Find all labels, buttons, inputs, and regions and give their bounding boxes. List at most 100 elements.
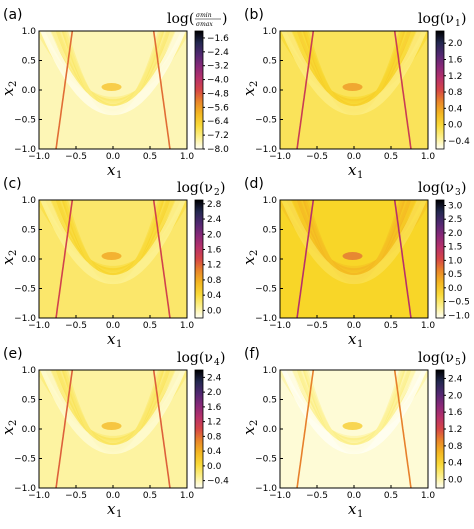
y-tick-label: −0.5 xyxy=(14,116,36,126)
field-valley xyxy=(281,31,427,116)
colorbar-tick-label: 1.2 xyxy=(448,72,462,82)
colorbar-tick-label: 2.0 xyxy=(448,229,463,239)
colorbar-tick-label: 2.0 xyxy=(207,230,222,240)
y-tick-label: 0.0 xyxy=(22,425,37,435)
x-tick-label: −1.0 xyxy=(269,321,291,331)
y-tick-label: 0.0 xyxy=(263,425,278,435)
field-band xyxy=(51,200,175,275)
panel-c: (c)−1.0 −0.5 0.0 0.5 1.01.00.50.0−0.5−1.0x 1x… xyxy=(0,176,225,350)
colorbar-tick-label: 3.0 xyxy=(448,201,463,211)
colorbar-title-denominator: σmax xyxy=(196,21,213,28)
x-tick-label: 0.5 xyxy=(143,321,157,331)
colorbar-tick-label: 1.6 xyxy=(207,403,222,413)
colorbar-tick-label: 0.8 xyxy=(448,442,463,452)
colorbar-tick-label: 1.2 xyxy=(207,418,221,428)
colorbar-title-close: ) xyxy=(220,180,225,196)
x-tick-label: 0.0 xyxy=(347,491,362,501)
x-tick-label: 1.0 xyxy=(180,321,195,331)
colorbar-title: log(ν xyxy=(418,350,454,366)
colorbar-tick-label: −1.0 xyxy=(448,311,470,321)
y-axis-label: x xyxy=(0,426,17,435)
x-axis-label-sub: 1 xyxy=(357,509,363,520)
x-axis-label-sub: 1 xyxy=(357,339,363,350)
y-axis-label-group: x2 xyxy=(0,250,19,265)
colorbar-title-close: ) xyxy=(461,350,466,366)
y-tick-label: −1.0 xyxy=(255,145,277,155)
colorbar-title-close: ) xyxy=(461,180,466,196)
colorbar-tick-label: 1.0 xyxy=(448,256,463,266)
y-tick-label: −1.0 xyxy=(14,314,36,324)
y-tick-label: 1.0 xyxy=(263,27,278,37)
x-tick-label: 0.0 xyxy=(106,491,121,501)
colorbar-title: log(ν xyxy=(418,11,454,27)
x-tick-label: 1.0 xyxy=(421,491,436,501)
field-band xyxy=(296,200,412,277)
field-band xyxy=(292,370,416,445)
heatmap-field xyxy=(39,31,187,149)
panel-label: (b) xyxy=(244,7,264,23)
colorbar-tick-label: 0.4 xyxy=(207,447,222,457)
colorbar-tick-label: 2.0 xyxy=(448,39,463,49)
colorbar-tick-label: 0.0 xyxy=(448,284,463,294)
colorbar-tick-label: 1.5 xyxy=(448,243,462,253)
field-crest-line xyxy=(152,200,171,318)
field-crest-line xyxy=(55,200,74,318)
y-tick-label: −0.5 xyxy=(255,285,277,295)
field-band xyxy=(55,31,171,108)
y-axis-label-sub: 2 xyxy=(8,420,19,426)
colorbar-tick-label: 0.0 xyxy=(207,306,222,316)
y-tick-label: −1.0 xyxy=(255,314,277,324)
y-axis-label-sub: 2 xyxy=(8,81,19,87)
x-tick-label: −1.0 xyxy=(28,321,50,331)
y-tick-label: 0.5 xyxy=(263,226,277,236)
x-axis-label: x xyxy=(107,500,116,518)
field-crest-line xyxy=(296,200,315,318)
y-axis-label: x xyxy=(0,87,17,96)
x-tick-label: 0.5 xyxy=(384,491,398,501)
colorbar-title-sub: 3 xyxy=(455,188,461,198)
y-axis-label-sub: 2 xyxy=(249,81,260,87)
y-tick-label: 0.0 xyxy=(22,255,37,265)
x-tick-label: 0.0 xyxy=(347,321,362,331)
colorbar-tick-label: −2.4 xyxy=(207,48,229,58)
field-band xyxy=(55,370,171,447)
y-tick-label: 0.0 xyxy=(263,86,278,96)
x-axis-label-sub: 1 xyxy=(116,509,122,520)
x-tick-label: 1.0 xyxy=(421,321,436,331)
colorbar-tick-label: −3.2 xyxy=(207,62,229,72)
field-crest-line xyxy=(55,370,74,488)
y-tick-label: 0.5 xyxy=(22,396,36,406)
colorbar xyxy=(435,369,445,489)
colorbar-tick-label: 0.4 xyxy=(207,291,222,301)
field-band xyxy=(51,31,175,106)
field-valley xyxy=(281,200,427,285)
y-tick-label: −1.0 xyxy=(14,145,36,155)
y-tick-label: 1.0 xyxy=(22,27,37,37)
colorbar-tick-label: −4.8 xyxy=(207,89,229,99)
y-tick-label: 0.5 xyxy=(263,396,277,406)
field-band xyxy=(292,31,416,106)
colorbar xyxy=(435,30,445,150)
colorbar-tick-label: 0.4 xyxy=(448,104,463,114)
field-crest-line xyxy=(152,370,171,488)
y-tick-label: 0.0 xyxy=(263,255,278,265)
x-axis-label: x xyxy=(348,500,357,518)
field-crest-line xyxy=(296,370,315,488)
colorbar-tick-label: 2.0 xyxy=(448,391,463,401)
x-tick-label: −1.0 xyxy=(28,152,50,162)
colorbar-title-sub: 2 xyxy=(214,188,220,198)
x-tick-label: 1.0 xyxy=(180,152,195,162)
y-axis-label-sub: 2 xyxy=(8,250,19,256)
y-axis-label: x xyxy=(240,87,258,96)
colorbar-tick-label: 2.4 xyxy=(207,373,222,383)
x-axis-label: x xyxy=(348,330,357,348)
x-axis-label: x xyxy=(348,161,357,179)
y-axis-label: x xyxy=(0,256,17,265)
x-tick-label: 0.0 xyxy=(106,152,121,162)
y-axis-label-group: x2 xyxy=(0,420,19,435)
x-tick-label: 0.5 xyxy=(384,152,398,162)
y-tick-label: 0.5 xyxy=(22,57,36,67)
field-hotspot xyxy=(101,252,122,261)
colorbar-tick-label: 0.4 xyxy=(448,459,463,469)
x-tick-label: 0.5 xyxy=(384,321,398,331)
